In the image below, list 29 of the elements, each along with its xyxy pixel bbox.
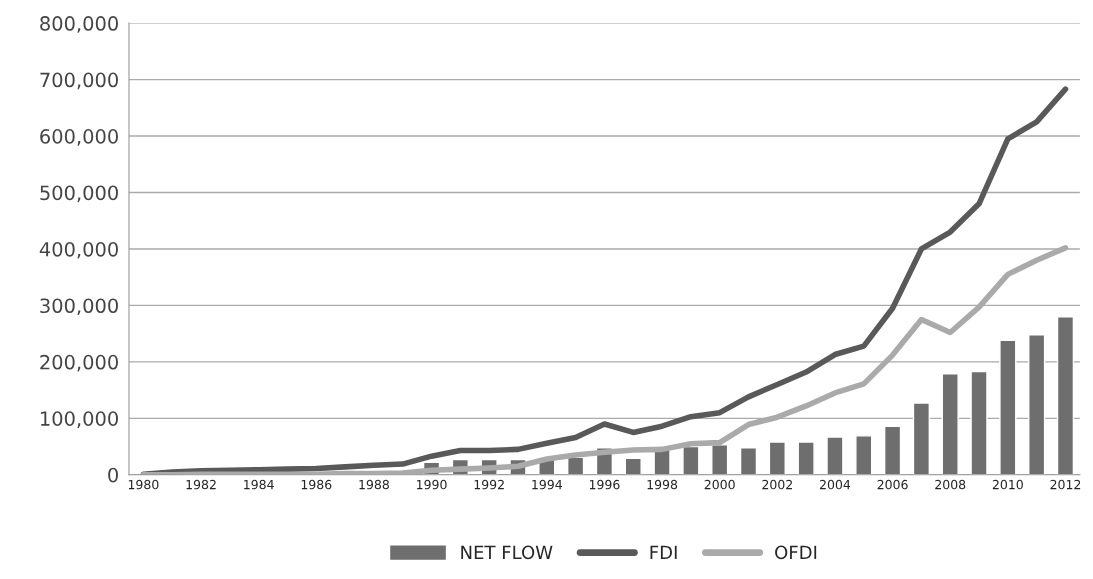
x-tick-label: 1990 xyxy=(417,479,447,490)
y-tick-label: 200,000 xyxy=(40,354,118,372)
x-tick-label: 1980 xyxy=(128,479,159,490)
x-tick-label: 1984 xyxy=(244,479,274,490)
x-tick-label: 2004 xyxy=(819,479,851,490)
legend-label: OFDI xyxy=(775,545,817,560)
x-tick-label: 2002 xyxy=(762,479,792,490)
x-tick-label: 1982 xyxy=(186,479,216,490)
y-tick-label: 800,000 xyxy=(40,16,118,33)
x-tick-label: 2010 xyxy=(992,479,1023,490)
x-tick-label: 1996 xyxy=(589,479,620,490)
x-tick-label: 2000 xyxy=(704,479,735,490)
y-tick-label: 700,000 xyxy=(40,72,118,90)
x-tick-label: 2006 xyxy=(877,479,908,490)
y-tick-label: 500,000 xyxy=(40,185,118,203)
x-tick-label: 1994 xyxy=(532,479,562,490)
x-tick-label: 2008 xyxy=(935,479,966,490)
legend-label: FDI xyxy=(650,545,677,559)
x-tick-label: 1986 xyxy=(301,479,332,490)
x-tick-label: 1998 xyxy=(647,479,678,490)
y-tick-label: 100,000 xyxy=(40,411,118,428)
x-tick-label: 2012 xyxy=(1050,479,1081,490)
y-tick-label: 0 xyxy=(108,467,118,483)
y-tick-label: 400,000 xyxy=(39,241,118,259)
y-tick-label: 600,000 xyxy=(40,129,118,146)
x-tick-label: 1988 xyxy=(359,479,389,490)
y-tick-label: 300,000 xyxy=(40,298,118,316)
legend-label: NET FLOW xyxy=(461,545,553,560)
x-tick-label: 1992 xyxy=(474,479,504,490)
